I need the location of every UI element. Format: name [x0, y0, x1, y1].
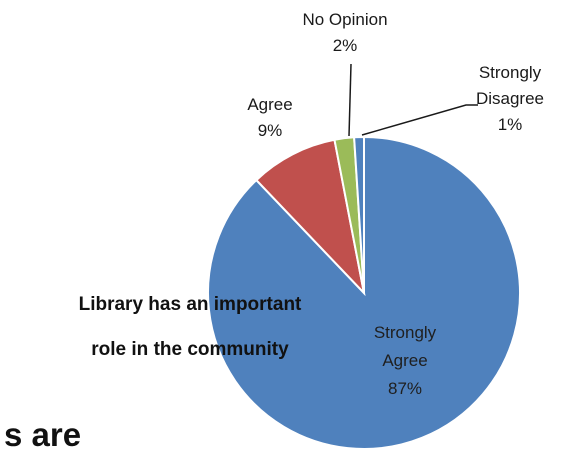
chart-caption-line-2: role in the community	[91, 339, 289, 360]
data-label-no-opinion: No Opinion 2%	[302, 10, 387, 55]
leader-line-strongly-disagree	[361, 104, 478, 136]
data-label-strongly-disagree: Strongly Disagree 1%	[476, 63, 544, 134]
pie-slices	[207, 135, 521, 450]
data-label-strongly-agree: Strongly Agree 87%	[374, 323, 437, 398]
data-label-agree: Agree 9%	[247, 95, 292, 140]
leader-lines	[348, 63, 478, 137]
pie-slice-strongly-disagree	[353, 135, 365, 294]
slice-labels: Strongly Agree 87% Agree 9%No Opinion 2% Stron…	[247, 10, 544, 398]
leader-line-no-opinion	[348, 63, 352, 137]
chart-caption-line-1: Library has an important	[79, 294, 302, 315]
pie-slice-agree	[254, 138, 366, 297]
background-slide-text-fragment: s are	[4, 416, 82, 453]
